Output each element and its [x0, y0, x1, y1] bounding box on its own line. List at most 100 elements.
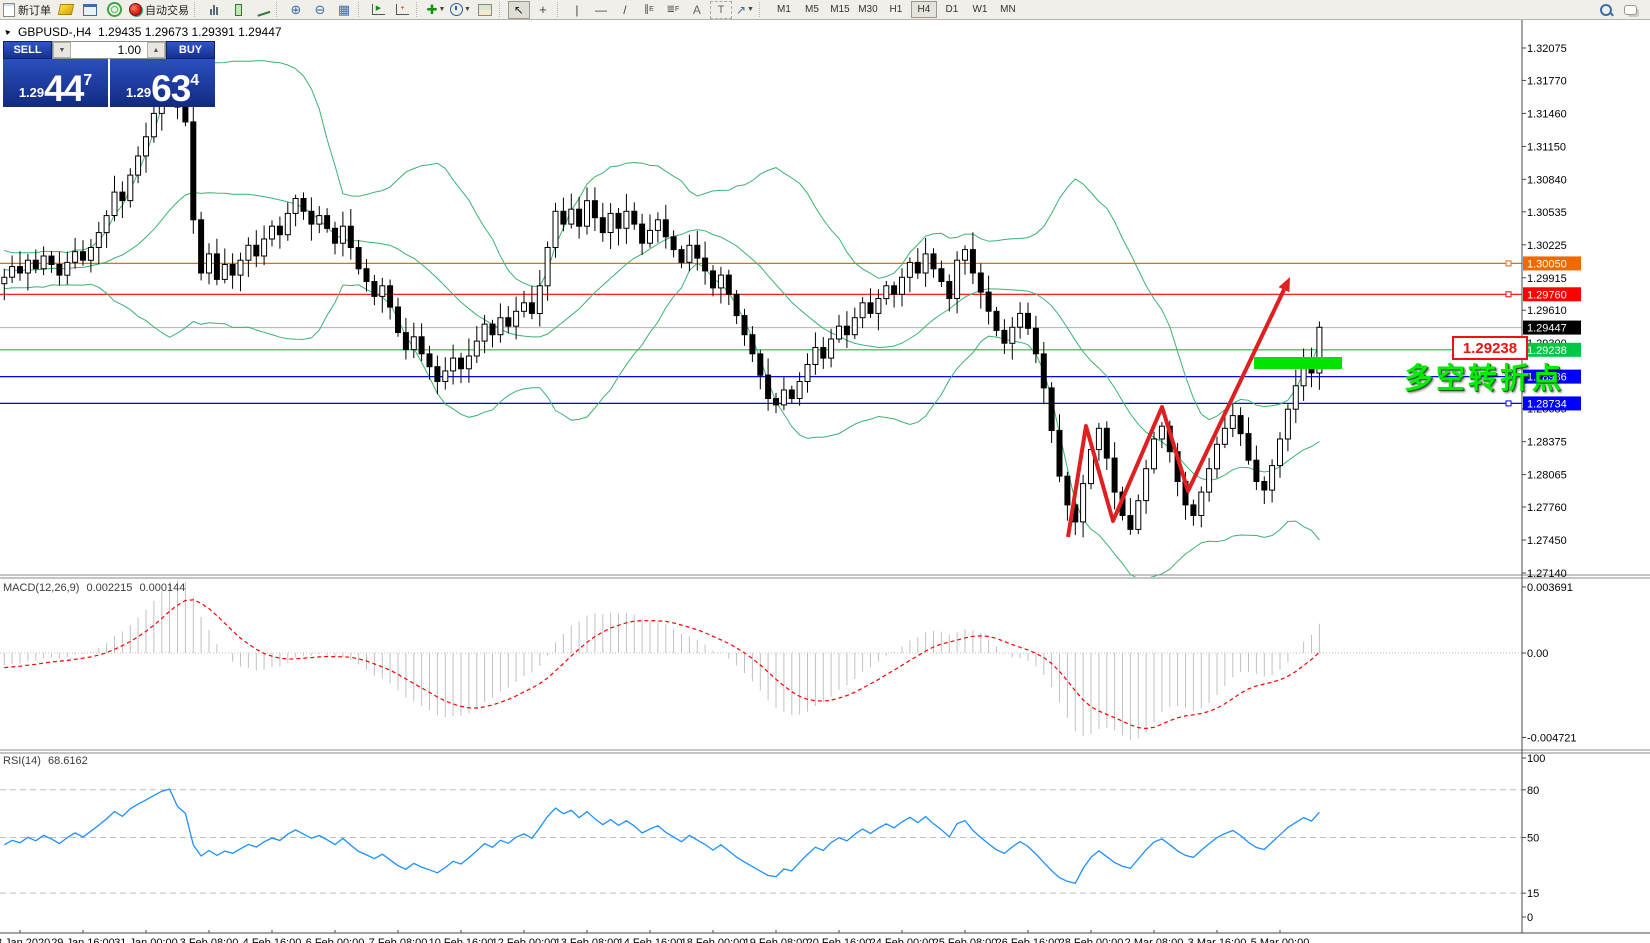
buy-price-main: 63 [151, 67, 191, 109]
crosshair-icon[interactable]: + [539, 2, 547, 17]
vertical-line-icon[interactable]: | [575, 2, 579, 17]
timeframe-H1[interactable]: H1 [889, 4, 903, 15]
svg-text:1.30225: 1.30225 [1527, 240, 1567, 252]
macd-name: MACD(12,26,9) [3, 582, 80, 594]
svg-text:2 Mar 08:00: 2 Mar 08:00 [1125, 937, 1184, 943]
svg-text:1.30535: 1.30535 [1527, 207, 1567, 219]
svg-text:5 Mar 00:00: 5 Mar 00:00 [1251, 937, 1310, 943]
horizontal-line-icon[interactable]: — [594, 2, 607, 17]
rsi-panel[interactable]: 100 80 50 15 0 [0, 753, 1545, 924]
svg-text:1.28986: 1.28986 [1527, 372, 1567, 384]
svg-text:1.31460: 1.31460 [1527, 108, 1567, 120]
new-order-label: 新订单 [18, 4, 51, 17]
volume-increase-button[interactable]: ▲ [147, 42, 165, 58]
svg-text:7 Feb 08:00: 7 Feb 08:00 [369, 937, 428, 943]
zoom-in-icon[interactable]: ⊕ [290, 1, 302, 17]
volume-decrease-button[interactable]: ▼ [53, 42, 71, 58]
svg-text:6 Feb 00:00: 6 Feb 00:00 [306, 937, 365, 943]
timeframe-H4[interactable]: H4 [910, 1, 937, 18]
timeframe-M5[interactable]: M5 [804, 4, 819, 15]
new-order-button[interactable]: 新订单 [0, 0, 54, 19]
template-icon[interactable] [474, 1, 496, 19]
auto-scroll-icon[interactable]: ▶ [367, 1, 389, 19]
hline-handle[interactable] [1505, 400, 1512, 407]
svg-text:19 Feb 08:00: 19 Feb 08:00 [744, 937, 809, 943]
macd-panel[interactable]: 0.003691 0.00 -0.004721 [0, 580, 1577, 745]
hline-handle[interactable] [1505, 260, 1512, 267]
svg-text:1.31150: 1.31150 [1527, 141, 1566, 153]
svg-text:0: 0 [1527, 912, 1533, 924]
shapes-icon[interactable]: ↗ ▼ [735, 2, 754, 17]
text-icon[interactable]: A [692, 2, 701, 17]
price-callout-box[interactable]: 1.29238 [1452, 336, 1528, 360]
buy-button[interactable]: BUY [166, 41, 215, 59]
chart-canvas[interactable]: 0.0036910.00-0.00472110080501501.320751.… [0, 20, 1650, 943]
autotrade-label: 自动交易 [145, 4, 189, 17]
svg-text:26 Feb 16:00: 26 Feb 16:00 [996, 937, 1061, 943]
timeframe-M15[interactable]: M15 [830, 4, 850, 15]
volume-input[interactable] [71, 42, 147, 58]
chart-title: GBPUSD-,H4 1.29435 1.29673 1.29391 1.294… [18, 25, 282, 39]
macd-signal-value: 0.000144 [139, 582, 186, 594]
period-clock-button[interactable]: ▼ [449, 1, 472, 19]
svg-text:-0.004721: -0.004721 [1527, 733, 1577, 745]
zoom-out-icon[interactable]: ⊖ [314, 1, 326, 17]
cursor-icon[interactable]: ↖ [507, 0, 530, 19]
search-icon[interactable] [1595, 1, 1617, 19]
fibonacci-icon[interactable]: ≣ F [666, 4, 680, 15]
text-label-icon[interactable]: T [709, 0, 732, 19]
svg-text:1.30050: 1.30050 [1527, 258, 1567, 270]
price-axis[interactable]: 1.32075 1.31770 1.31460 1.31150 1.30840 1.305… [0, 20, 1650, 934]
bar-chart-icon[interactable] [203, 1, 225, 19]
turning-point-annotation[interactable]: 多空转折点 [1404, 363, 1565, 395]
highlight-bar[interactable] [1254, 357, 1342, 369]
bollinger-bands [4, 60, 1320, 577]
signals-radar-icon[interactable] [103, 1, 125, 19]
timeframe-D1[interactable]: D1 [945, 4, 959, 15]
trend-zigzag-arrow[interactable] [1066, 288, 1286, 538]
svg-text:100: 100 [1527, 753, 1545, 765]
svg-text:1.29610: 1.29610 [1527, 305, 1567, 317]
new-order-icon [3, 2, 15, 17]
one-click-trade-panel: SELL ▼ ▲ BUY 1.29 44 7 1.29 63 4 [3, 41, 215, 107]
chat-icon[interactable] [1619, 1, 1641, 19]
svg-text:18 Feb 00:00: 18 Feb 00:00 [681, 937, 746, 943]
chart-window[interactable]: 0.003691 0.00 -0.004721 100 80 50 15 0 1.32075 1.… [0, 20, 1650, 943]
tile-windows-icon[interactable]: ▦ [337, 1, 351, 17]
chart-shift-icon[interactable]: + [391, 1, 413, 19]
trendline-icon[interactable]: / [623, 2, 627, 17]
channel-icon[interactable]: ∥ E [644, 4, 654, 15]
buy-price-prefix: 1.29 [125, 85, 152, 100]
line-chart-icon[interactable] [251, 1, 273, 19]
rsi-name: RSI(14) [3, 755, 41, 767]
svg-text:0.00: 0.00 [1527, 648, 1548, 660]
candlestick-chart-icon[interactable] [227, 1, 249, 19]
hline-handle[interactable] [1505, 291, 1512, 298]
stamp-icon[interactable] [55, 1, 77, 19]
svg-text:28 Jan 2020: 28 Jan 2020 [0, 937, 50, 943]
main-price-panel[interactable] [0, 58, 1522, 579]
timeframe-M30[interactable]: M30 [858, 4, 878, 15]
svg-text:28 Feb 00:00: 28 Feb 00:00 [1059, 937, 1124, 943]
price-badge [1523, 287, 1581, 302]
svg-text:3 Feb 08:00: 3 Feb 08:00 [180, 937, 239, 943]
macd-value: 0.002215 [86, 582, 133, 594]
svg-text:29 Jan 16:00: 29 Jan 16:00 [51, 937, 115, 943]
buy-price[interactable]: 1.29 63 4 [110, 59, 215, 107]
toolbar-separator [194, 2, 200, 17]
timeframe-M1[interactable]: M1 [776, 4, 791, 15]
svg-text:15: 15 [1527, 888, 1539, 900]
add-indicator-button[interactable]: ✚ ▼ [426, 1, 446, 17]
sell-button[interactable]: SELL [3, 41, 52, 59]
hline-handle[interactable] [1505, 373, 1512, 380]
autotrade-button[interactable]: 自动交易 [126, 0, 192, 19]
chart-window-icon[interactable] [79, 1, 101, 19]
svg-text:4 Feb 16:00: 4 Feb 16:00 [243, 937, 302, 943]
rsi-line [3, 788, 1320, 885]
timeframe-MN[interactable]: MN [1000, 4, 1016, 15]
sell-price[interactable]: 1.29 44 7 [3, 59, 108, 107]
svg-text:3 Mar 16:00: 3 Mar 16:00 [1188, 937, 1247, 943]
timeframe-W1[interactable]: W1 [972, 4, 988, 15]
rsi-indicator-label: RSI(14) 68.6162 [3, 755, 92, 767]
